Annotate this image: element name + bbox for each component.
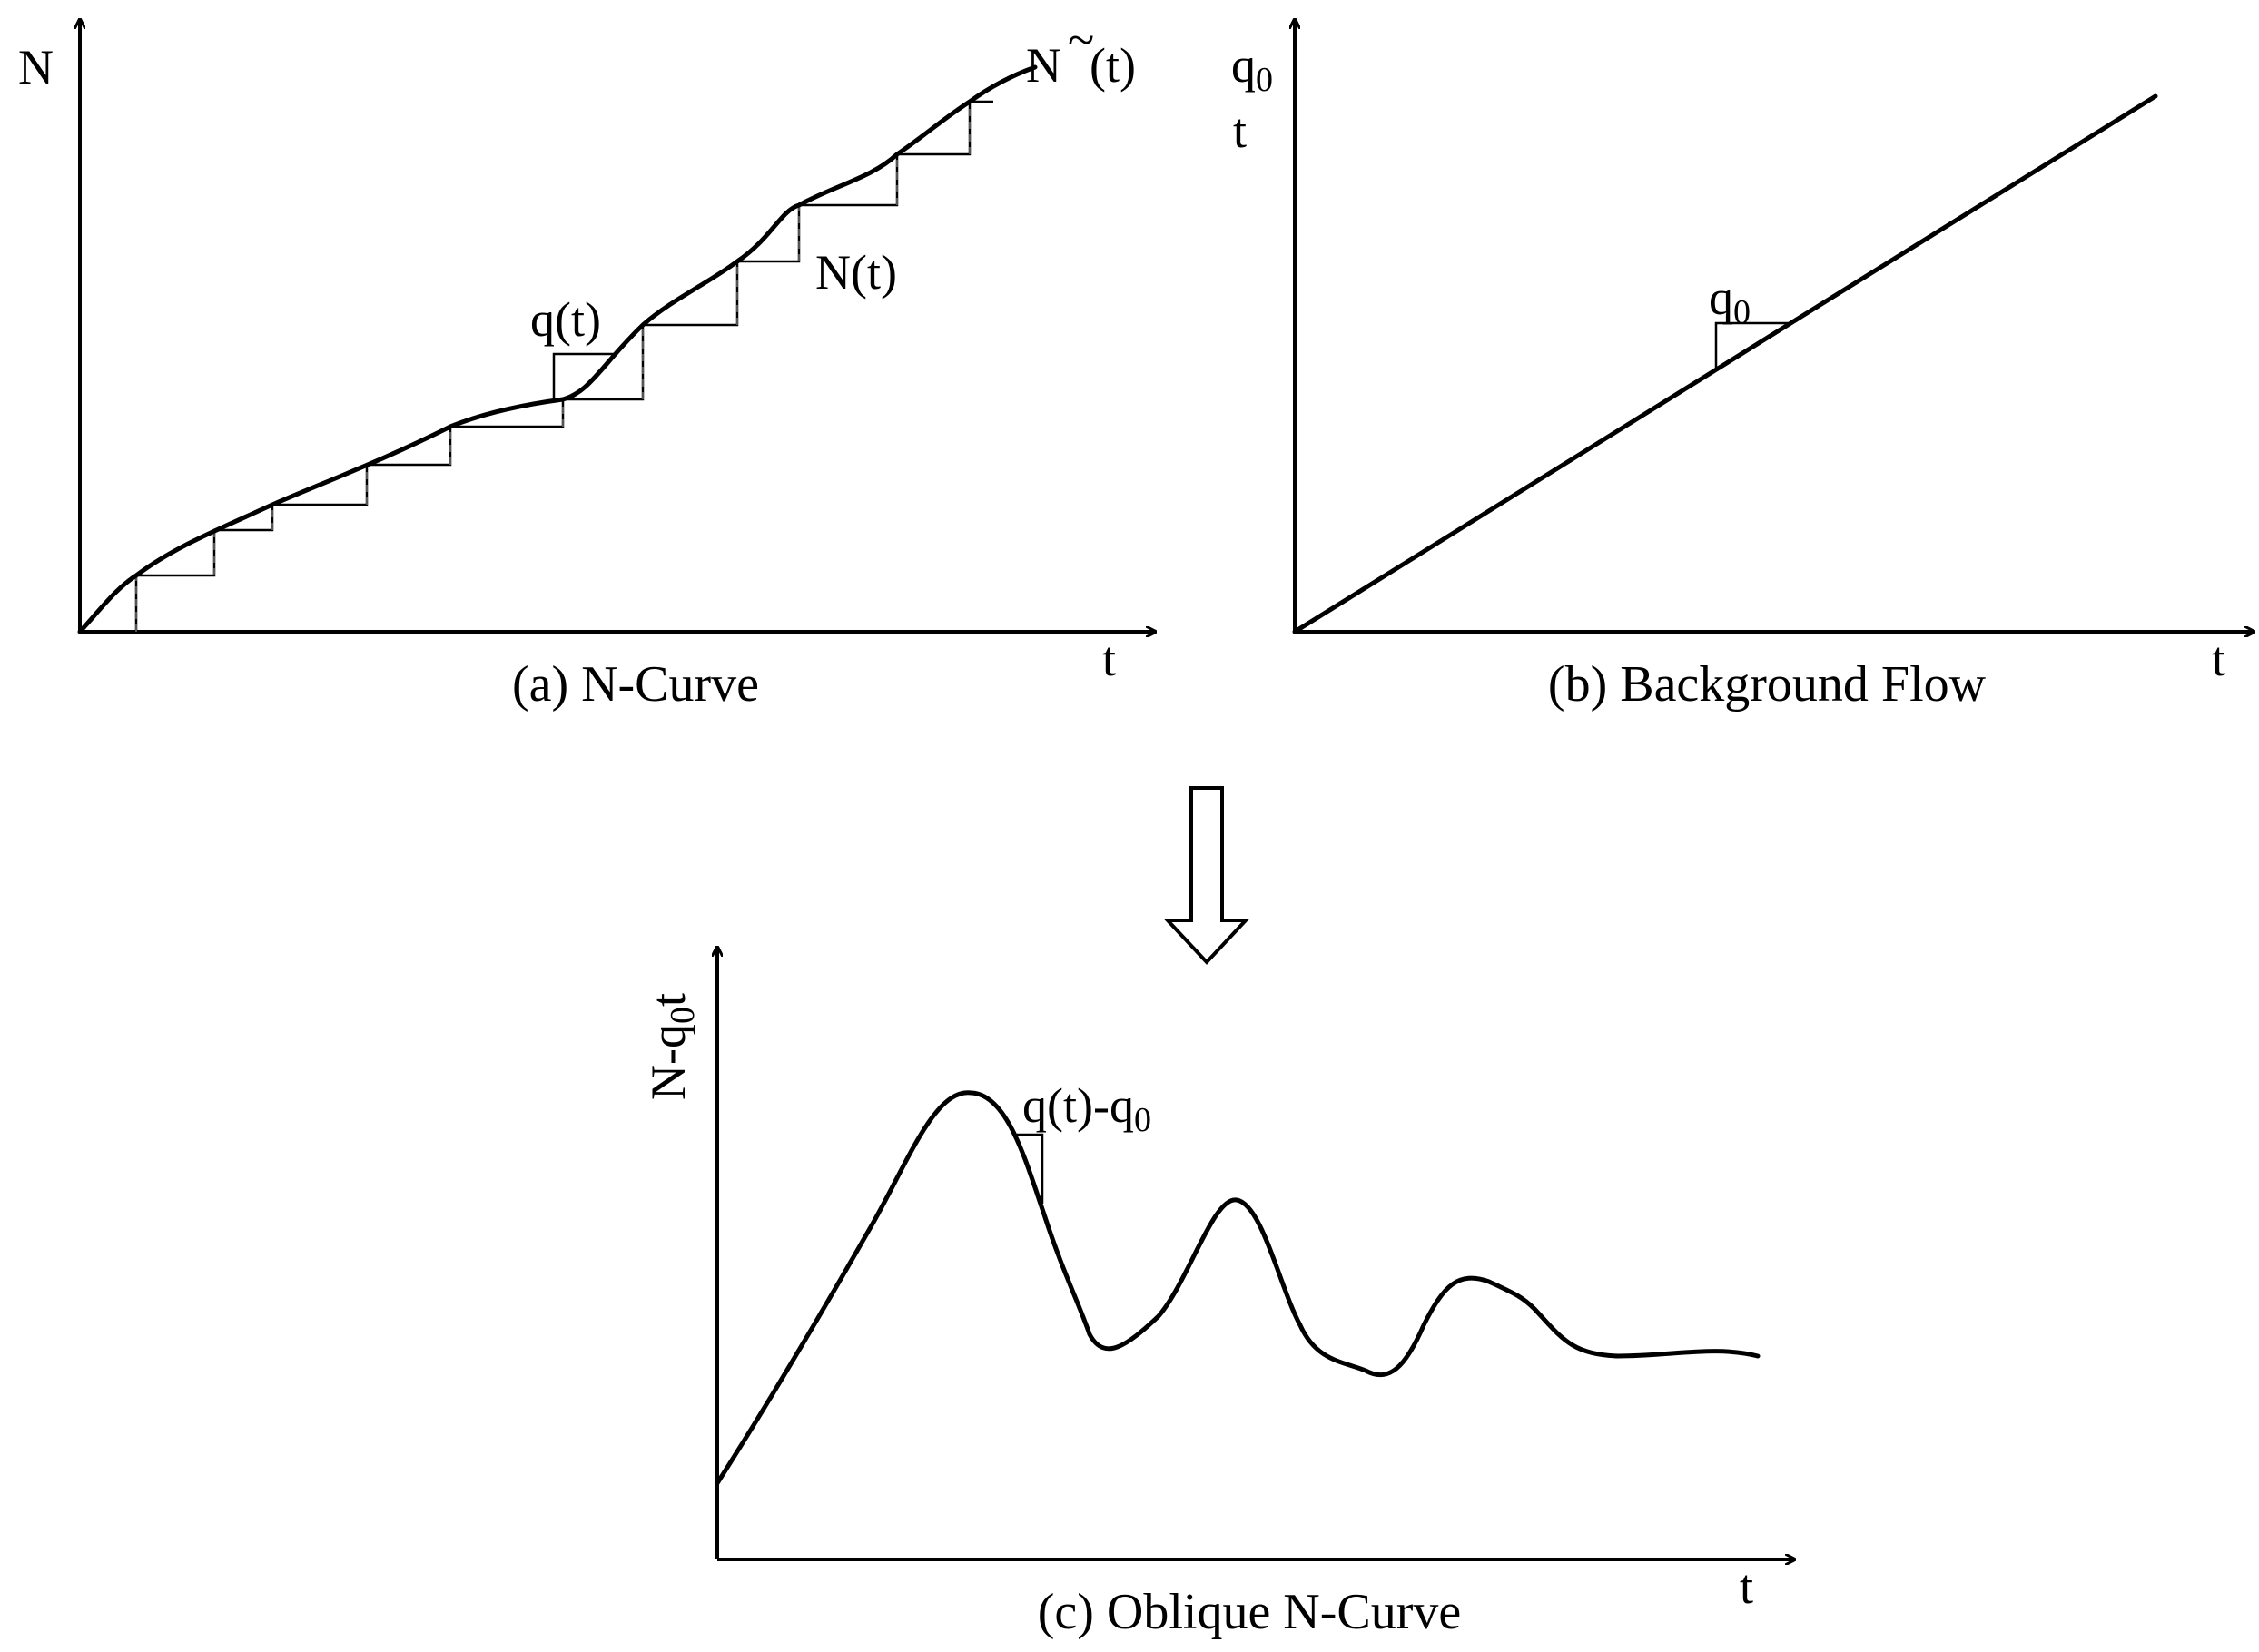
panel-b-slope-marker (1714, 321, 1790, 370)
down-arrow-icon (1163, 786, 1250, 965)
panel-c-caption: (c) Oblique N-Curve (1038, 1584, 1462, 1640)
panel-c: N-q0t t q(t)-q0 (c) Oblique N-Curve (641, 948, 1794, 1640)
panel-a-x-label: t (1102, 632, 1116, 686)
panel-b-y-label-bottom: t (1233, 103, 1247, 158)
panel-c-y-label: N-q0t (641, 993, 702, 1100)
panel-b: q0 t t q0 (b) Background Flow (1231, 20, 2254, 713)
panel-c-oblique-curve (715, 1090, 1761, 1486)
panel-b-caption: (b) Background Flow (1548, 656, 1987, 713)
panel-a-slope-label: q(t) (530, 292, 601, 347)
panel-a-smooth-curve-label-base: N (1026, 38, 1061, 93)
panel-a-smooth-curve (77, 64, 1038, 634)
panel-c-slope-marker (1015, 1133, 1044, 1204)
panel-c-slope-label: q(t)-q0 (1022, 1078, 1151, 1139)
panel-b-slope-label: q0 (1709, 270, 1751, 331)
panel-a-step-curve (134, 100, 993, 632)
panel-b-x-label: t (2212, 632, 2225, 686)
panel-b-y-label-top: q0 (1231, 38, 1273, 99)
panel-a-step-curve-label: N(t) (815, 245, 897, 300)
panel-a-caption: (a) N-Curve (512, 656, 759, 713)
panel-a-dashed-guides (135, 102, 971, 632)
panel-c-x-label: t (1740, 1559, 1753, 1614)
panel-a: N t N ~ (t) N(t) q(t) (a) N-Curve (18, 13, 1155, 713)
panel-a-smooth-curve-label-arg: (t) (1090, 38, 1136, 93)
panel-b-flow-line (1292, 93, 2158, 634)
panel-a-y-label: N (18, 40, 54, 94)
panel-a-slope-marker (552, 352, 614, 401)
panel-a-smooth-curve-label-tilde: ~ (1068, 13, 1094, 67)
